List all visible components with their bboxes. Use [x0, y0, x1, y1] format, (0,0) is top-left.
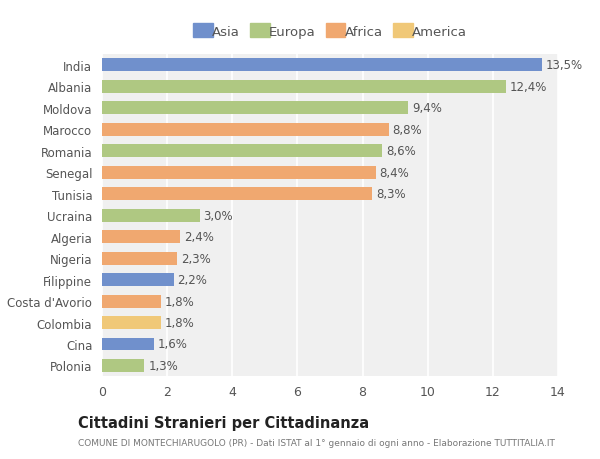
Text: 8,3%: 8,3%: [376, 188, 406, 201]
Bar: [102, 102, 408, 115]
Legend: Asia, Europa, Africa, America: Asia, Europa, Africa, America: [191, 23, 469, 42]
Text: 3,0%: 3,0%: [203, 209, 233, 222]
Bar: [102, 231, 180, 244]
Bar: [102, 167, 376, 179]
Bar: [102, 316, 161, 329]
Text: 1,3%: 1,3%: [148, 359, 178, 372]
Text: 12,4%: 12,4%: [510, 81, 547, 94]
Bar: [102, 359, 145, 372]
Bar: [102, 295, 161, 308]
Bar: [102, 59, 542, 72]
Text: 13,5%: 13,5%: [545, 59, 583, 72]
Text: 2,4%: 2,4%: [184, 231, 214, 244]
Text: 8,4%: 8,4%: [380, 167, 409, 179]
Text: 2,3%: 2,3%: [181, 252, 211, 265]
Bar: [102, 252, 177, 265]
Text: 1,6%: 1,6%: [158, 338, 188, 351]
Text: COMUNE DI MONTECHIARUGOLO (PR) - Dati ISTAT al 1° gennaio di ogni anno - Elabora: COMUNE DI MONTECHIARUGOLO (PR) - Dati IS…: [78, 438, 555, 448]
Text: 9,4%: 9,4%: [412, 102, 442, 115]
Text: 8,8%: 8,8%: [392, 123, 422, 136]
Text: Cittadini Stranieri per Cittadinanza: Cittadini Stranieri per Cittadinanza: [78, 415, 369, 431]
Text: 8,6%: 8,6%: [386, 145, 416, 158]
Text: 1,8%: 1,8%: [164, 295, 194, 308]
Bar: [102, 81, 506, 94]
Text: 2,2%: 2,2%: [178, 274, 208, 286]
Bar: [102, 274, 173, 286]
Text: 1,8%: 1,8%: [164, 316, 194, 329]
Bar: [102, 145, 382, 158]
Bar: [102, 209, 200, 222]
Bar: [102, 123, 389, 136]
Bar: [102, 338, 154, 351]
Bar: [102, 188, 373, 201]
